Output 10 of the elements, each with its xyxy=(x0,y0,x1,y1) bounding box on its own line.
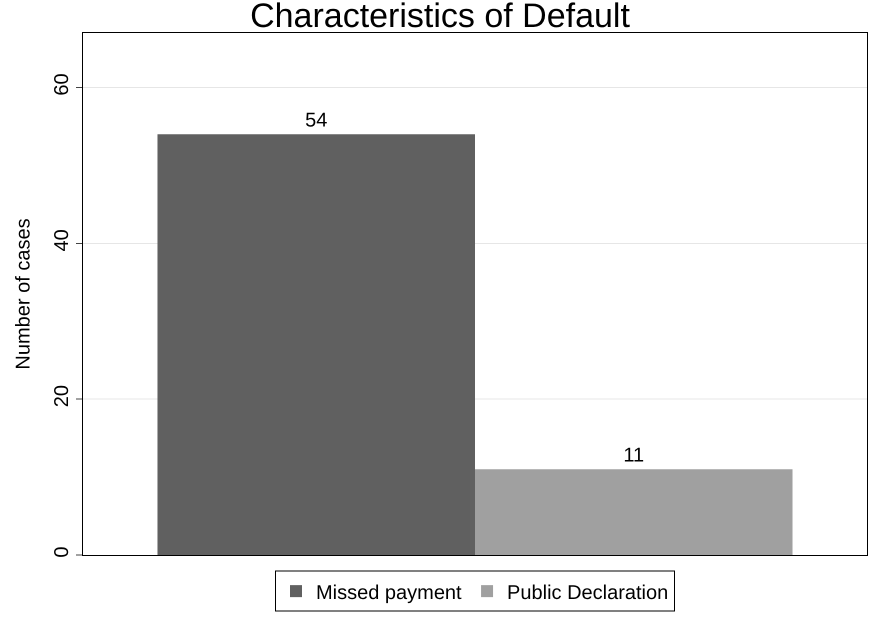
chart-title: Characteristics of Default xyxy=(250,0,630,35)
y-tick-label: 60 xyxy=(51,73,73,96)
y-axis-title: Number of cases xyxy=(12,218,34,370)
y-tick-label: 20 xyxy=(51,385,73,408)
legend-label: Public Declaration xyxy=(507,582,668,604)
y-tick-label: 0 xyxy=(51,546,73,558)
data-label: 54 xyxy=(305,109,328,132)
legend-label: Missed payment xyxy=(316,582,462,604)
data-label: 11 xyxy=(623,444,644,466)
y-tick-label: 40 xyxy=(51,229,73,252)
